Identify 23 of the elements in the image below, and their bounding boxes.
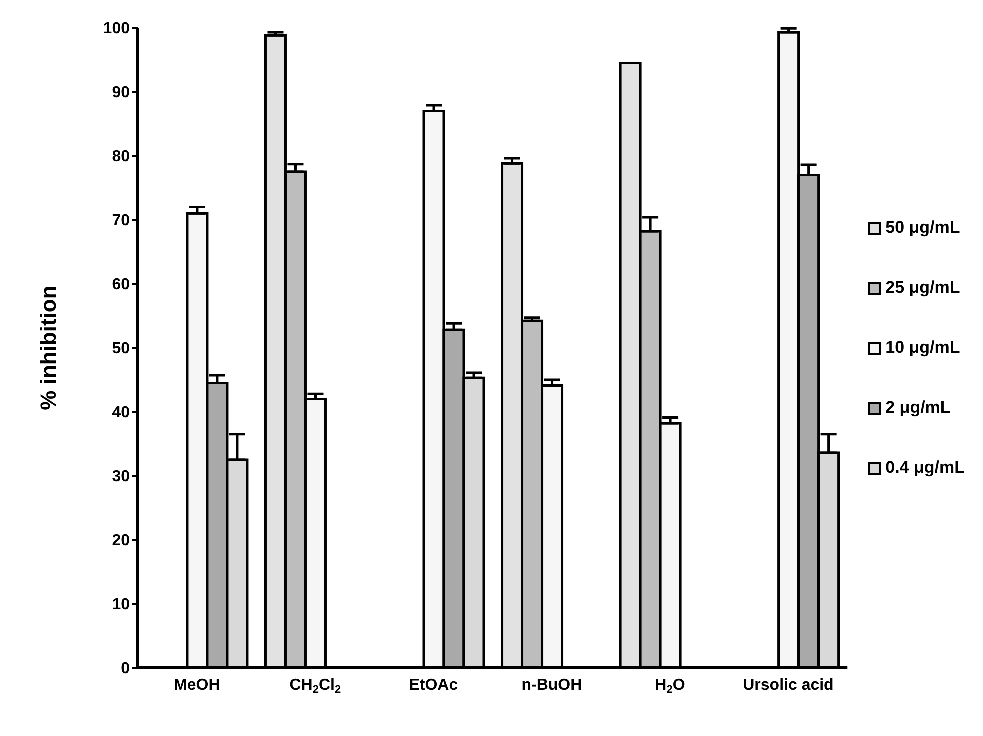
y-tick-label: 100: [103, 20, 130, 38]
y-tick-label: 30: [112, 468, 130, 486]
y-tick-label: 0: [121, 660, 130, 678]
x-tick-label: Ursolic acid: [743, 677, 834, 694]
y-tick-label: 50: [112, 340, 130, 358]
y-axis-title: % inhibition: [36, 286, 61, 410]
legend-label: 25 μg/mL: [886, 278, 960, 297]
legend-label: 2 μg/mL: [886, 398, 951, 417]
x-tick-label: MeOH: [174, 677, 220, 694]
y-tick-label: 90: [112, 84, 130, 102]
legend-label: 0.4 μg/mL: [886, 458, 965, 477]
x-tick-label: H$_{2}$O: [655, 677, 686, 696]
legend-label: 10 μg/mL: [886, 338, 960, 357]
x-tick-label: n-BuOH: [522, 677, 582, 694]
legend-label: 50 μg/mL: [886, 218, 960, 237]
y-tick-label: 20: [112, 532, 130, 550]
y-tick-label: 10: [112, 596, 130, 614]
y-tick-label: 60: [112, 276, 130, 294]
x-tick-label: CH$_{2}$Cl$_{2}$: [290, 677, 342, 696]
y-tick-label: 40: [112, 404, 130, 422]
y-tick-label: 80: [112, 148, 130, 166]
y-tick-label: 70: [112, 212, 130, 230]
x-tick-label: EtOAc: [409, 677, 458, 694]
